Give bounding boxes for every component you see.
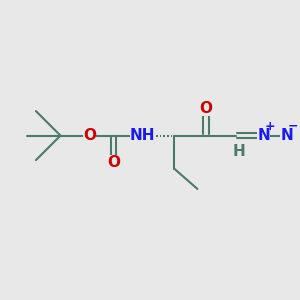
Text: −: − — [288, 120, 298, 133]
Text: +: + — [265, 120, 275, 133]
Text: O: O — [200, 101, 212, 116]
Text: N: N — [280, 128, 293, 143]
Text: O: O — [107, 155, 120, 170]
Text: NH: NH — [130, 128, 155, 143]
Text: H: H — [232, 144, 245, 159]
Text: N: N — [257, 128, 270, 143]
Text: O: O — [83, 128, 96, 143]
